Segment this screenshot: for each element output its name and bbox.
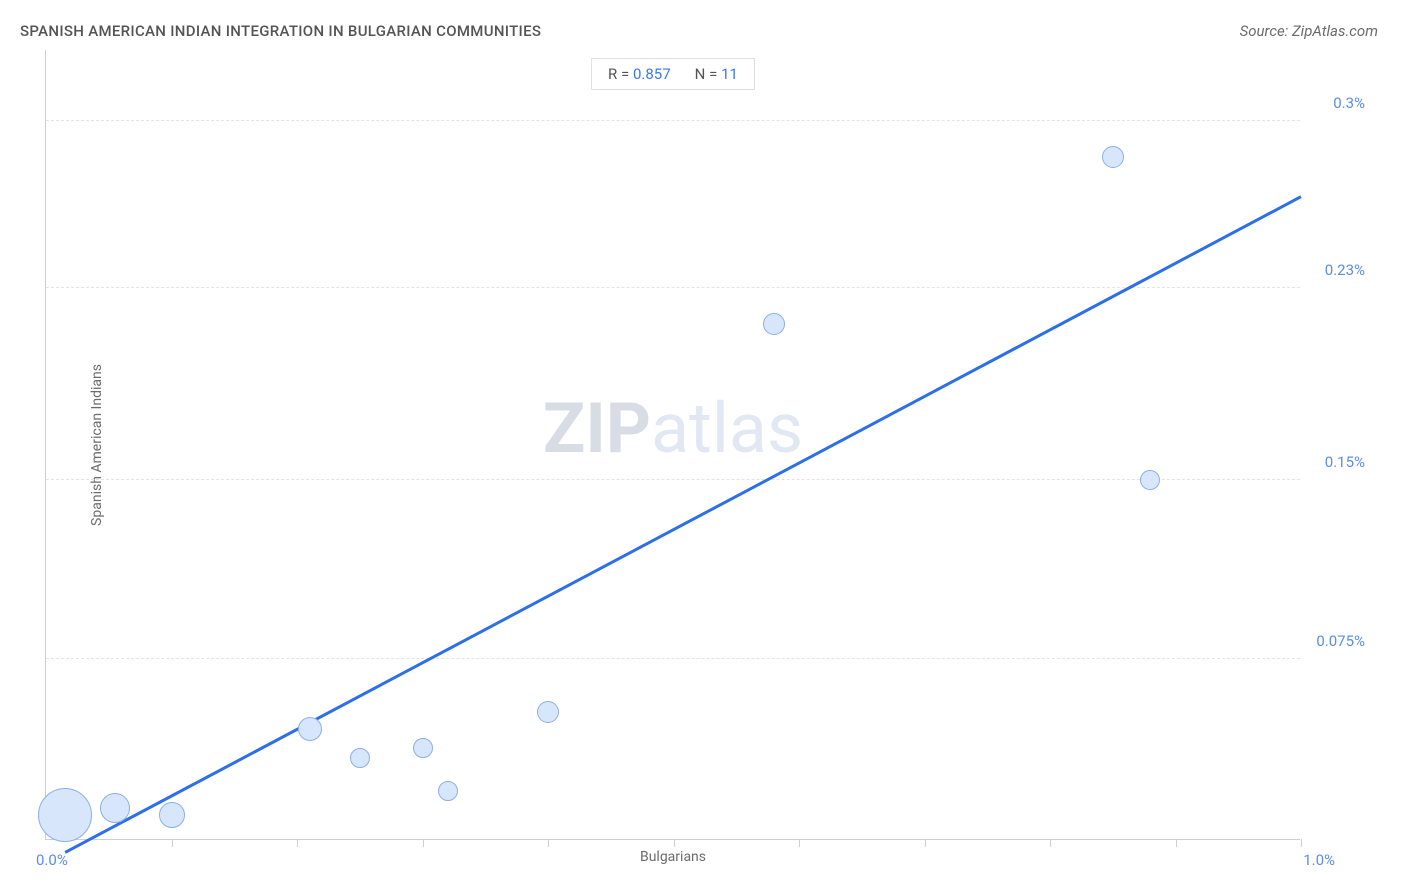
x-min-label: 0.0% xyxy=(36,851,68,869)
chart-title: SPANISH AMERICAN INDIAN INTEGRATION IN B… xyxy=(20,22,541,40)
scatter-point xyxy=(438,781,458,801)
scatter-point xyxy=(159,802,185,828)
gridline xyxy=(46,287,1300,288)
r-value: 0.857 xyxy=(633,65,671,83)
x-max-label: 1.0% xyxy=(1303,851,1335,869)
scatter-point xyxy=(1140,470,1160,490)
trend-line xyxy=(64,195,1301,853)
scatter-point xyxy=(100,793,130,823)
x-tick xyxy=(548,839,549,847)
gridline xyxy=(46,658,1300,659)
scatter-point xyxy=(298,717,322,741)
x-tick xyxy=(172,839,173,847)
plot-area: R = 0.857 N = 11 ZIPatlas Spanish Americ… xyxy=(45,50,1300,840)
x-tick xyxy=(297,839,298,847)
y-tick-label: 0.3% xyxy=(1333,94,1365,112)
x-tick xyxy=(423,839,424,847)
y-tick-label: 0.075% xyxy=(1316,632,1365,650)
watermark-atlas: atlas xyxy=(651,388,803,470)
x-tick xyxy=(925,839,926,847)
watermark: ZIPatlas xyxy=(543,388,803,470)
scatter-point xyxy=(350,748,370,768)
n-stat: N = 11 xyxy=(695,65,738,83)
scatter-point xyxy=(38,788,92,842)
y-tick-label: 0.15% xyxy=(1325,453,1365,471)
x-tick xyxy=(799,839,800,847)
y-tick-label: 0.23% xyxy=(1325,261,1365,279)
source-label: Source: ZipAtlas.com xyxy=(1240,22,1378,40)
x-tick xyxy=(1301,839,1302,847)
x-tick xyxy=(674,839,675,847)
scatter-point xyxy=(537,701,559,723)
scatter-point xyxy=(413,738,433,758)
x-axis-label: Bulgarians xyxy=(640,849,706,865)
y-axis-label: Spanish American Indians xyxy=(89,364,105,526)
r-stat: R = 0.857 xyxy=(608,65,671,83)
scatter-point xyxy=(763,313,785,335)
x-tick xyxy=(1176,839,1177,847)
chart-container: R = 0.857 N = 11 ZIPatlas Spanish Americ… xyxy=(45,50,1378,870)
gridline xyxy=(46,120,1300,121)
stats-box: R = 0.857 N = 11 xyxy=(591,58,755,90)
gridline xyxy=(46,479,1300,480)
x-tick xyxy=(1050,839,1051,847)
n-value: 11 xyxy=(721,65,738,83)
n-label: N = xyxy=(695,65,718,83)
r-label: R = xyxy=(608,65,629,83)
scatter-point xyxy=(1102,146,1124,168)
watermark-zip: ZIP xyxy=(543,388,651,470)
